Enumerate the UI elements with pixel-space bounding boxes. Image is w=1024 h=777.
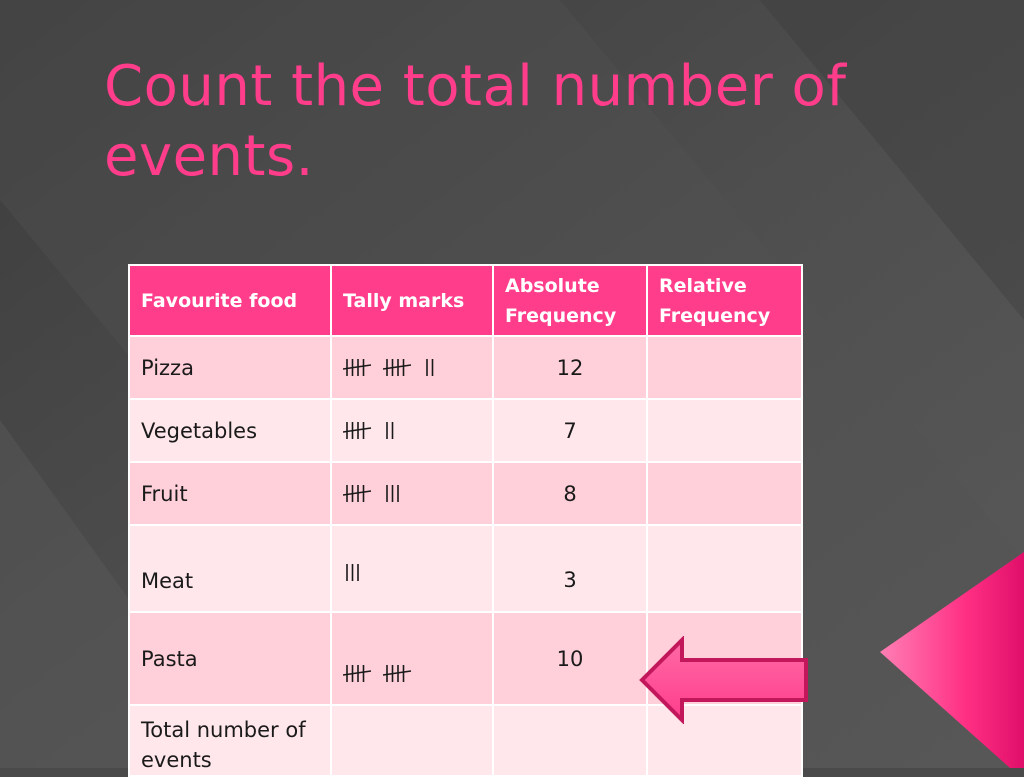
tally-cell xyxy=(330,611,494,706)
pink-corner-triangle xyxy=(880,552,1024,768)
tally-cell xyxy=(330,524,494,613)
table-header-row: Favourite food Tally marks Absolute Freq… xyxy=(128,264,803,337)
total-relative-cell xyxy=(646,704,803,777)
total-label-cell: Total number of events xyxy=(128,704,332,777)
tally-cross-stroke xyxy=(343,669,372,676)
table-row: Vegetables 7 xyxy=(128,398,803,463)
absolute-frequency-cell: 10 xyxy=(492,611,648,706)
tally-marks-icon xyxy=(346,563,359,581)
relative-frequency-cell xyxy=(646,461,803,526)
header-tally-marks: Tally marks xyxy=(330,264,494,337)
tally-cell xyxy=(330,461,494,526)
tally-marks-icon xyxy=(343,664,412,682)
table-row: Pizza 12 xyxy=(128,335,803,400)
header-relative-frequency: Relative Frequency xyxy=(646,264,803,337)
left-arrow-icon xyxy=(639,636,808,724)
food-cell: Fruit xyxy=(128,461,332,526)
table-row: Meat 3 xyxy=(128,524,803,613)
header-absolute-frequency: Absolute Frequency xyxy=(492,264,648,337)
tally-marks-icon xyxy=(343,484,399,502)
tally-marks-icon xyxy=(343,358,434,376)
slide-title: Count the total number of events. xyxy=(104,54,847,189)
absolute-frequency-cell: 8 xyxy=(492,461,648,526)
absolute-frequency-cell: 3 xyxy=(492,524,648,613)
total-absolute-cell xyxy=(492,704,648,777)
tally-cross-stroke xyxy=(343,489,372,496)
table-row: Fruit 8 xyxy=(128,461,803,526)
tally-cell xyxy=(330,398,494,463)
tally-marks-icon xyxy=(343,421,394,439)
total-row: Total number of events xyxy=(128,704,803,777)
food-cell: Vegetables xyxy=(128,398,332,463)
tally-cross-stroke xyxy=(382,363,412,370)
total-tally-cell xyxy=(330,704,494,777)
tally-cross-stroke xyxy=(343,426,372,433)
absolute-frequency-cell: 7 xyxy=(492,398,648,463)
relative-frequency-cell xyxy=(646,398,803,463)
header-favourite-food: Favourite food xyxy=(128,264,332,337)
tally-cell xyxy=(330,335,494,400)
tally-cross-stroke xyxy=(382,669,412,676)
food-cell: Meat xyxy=(128,524,332,613)
relative-frequency-cell xyxy=(646,335,803,400)
food-cell: Pasta xyxy=(128,611,332,706)
food-cell: Pizza xyxy=(128,335,332,400)
tally-cross-stroke xyxy=(343,363,372,370)
relative-frequency-cell xyxy=(646,524,803,613)
absolute-frequency-cell: 12 xyxy=(492,335,648,400)
